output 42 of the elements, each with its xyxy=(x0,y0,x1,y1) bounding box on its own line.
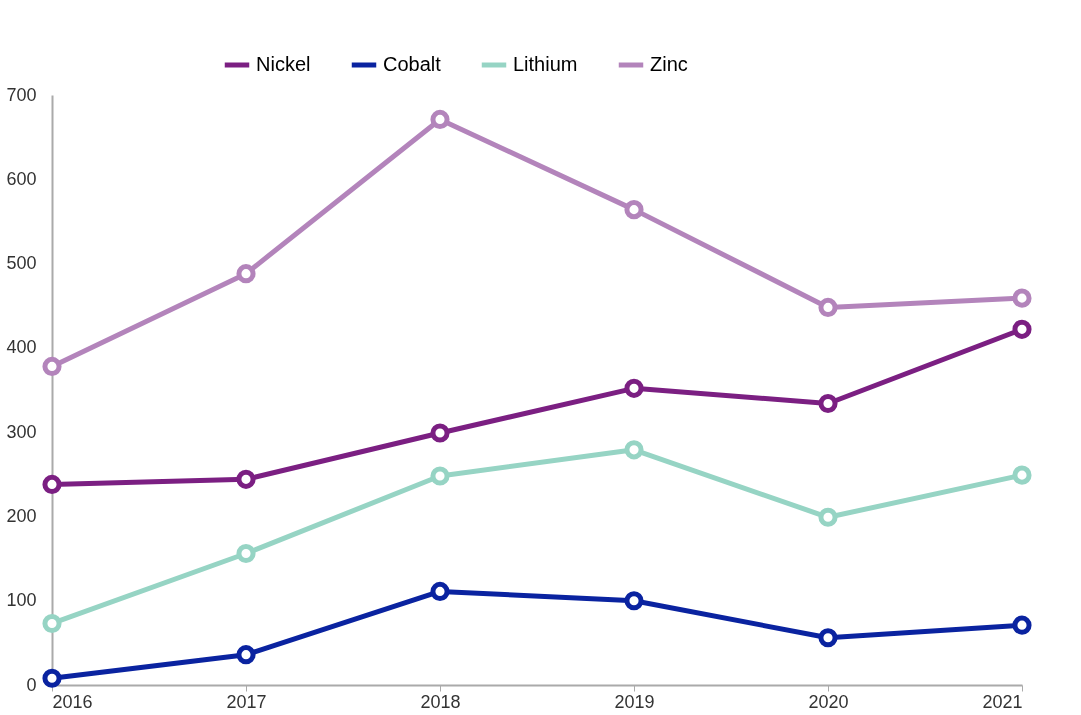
y-tick-label: 400 xyxy=(6,337,37,358)
point xyxy=(236,543,256,564)
x-tick-label: 2018 xyxy=(420,691,461,712)
point xyxy=(1012,465,1032,485)
x-tick-label: 2020 xyxy=(808,691,849,712)
point xyxy=(624,378,644,398)
point xyxy=(42,613,62,634)
point xyxy=(624,591,644,611)
x-tick-label: 2017 xyxy=(226,691,267,712)
point xyxy=(818,628,838,648)
y-tick-label: 600 xyxy=(6,168,37,189)
point xyxy=(430,581,450,601)
point xyxy=(42,474,62,494)
point xyxy=(624,200,644,220)
y-tick-label: 500 xyxy=(6,253,37,274)
point xyxy=(236,645,256,665)
point xyxy=(430,109,450,129)
x-tick-label: 2021 xyxy=(982,691,1023,712)
y-tick-label: 300 xyxy=(6,421,37,442)
point xyxy=(818,297,838,317)
y-tick-label: 0 xyxy=(26,674,37,695)
point xyxy=(236,264,256,284)
x-tick-label: 2016 xyxy=(52,691,93,712)
point xyxy=(42,668,62,688)
legend-label: Cobalt xyxy=(383,53,442,75)
point xyxy=(1012,288,1032,308)
legend-label: Lithium xyxy=(513,53,578,75)
point xyxy=(430,423,450,443)
legend-label: Nickel xyxy=(256,53,311,75)
x-tick-label: 2019 xyxy=(614,691,655,712)
point xyxy=(236,469,256,489)
point xyxy=(1012,319,1032,339)
point xyxy=(624,440,644,460)
y-tick-label: 100 xyxy=(6,590,37,611)
legend-label: Zinc xyxy=(650,53,688,75)
y-tick-label: 200 xyxy=(6,505,37,526)
y-tick-label: 700 xyxy=(6,84,37,105)
point xyxy=(430,466,450,486)
point xyxy=(1012,615,1032,635)
point xyxy=(42,356,62,376)
point xyxy=(818,507,838,527)
point xyxy=(818,393,838,414)
